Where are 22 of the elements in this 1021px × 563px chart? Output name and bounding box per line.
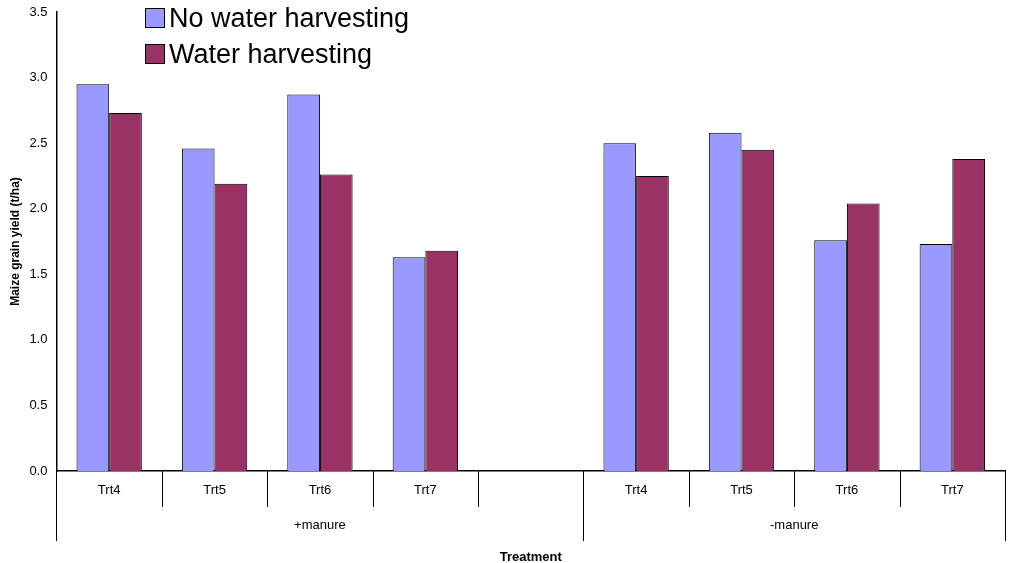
y-tick-label: 1.0: [29, 331, 48, 347]
x-tick-label: Trt5: [203, 481, 226, 497]
x-axis-title: Treatment: [499, 548, 563, 563]
text: +manure: [294, 516, 346, 532]
x-tick-label: Trt4: [97, 481, 121, 497]
x-tick-label: Trt6: [308, 481, 332, 497]
x-tick-label: Trt7: [940, 481, 964, 497]
y-axis-title: Maize grain yield (t/ha): [7, 177, 22, 306]
y-tick-label: 2.5: [29, 134, 48, 150]
y-tick-label: 0.5: [29, 397, 48, 413]
y-tick-label: 3.5: [29, 3, 48, 19]
y-tick-label: 0.0: [29, 462, 48, 478]
x-tick-label: Trt7: [414, 481, 437, 497]
x-tick-label: Trt5: [730, 481, 753, 497]
x-tick-label: Trt4: [624, 481, 648, 497]
text: -manure: [770, 516, 819, 532]
legend-label: Water harvesting: [169, 38, 373, 70]
y-tick-label: 3.0: [29, 69, 48, 85]
x-tick-label: Trt6: [835, 481, 859, 497]
y-tick-label: 2.0: [29, 200, 48, 216]
legend-label: No water harvesting: [169, 2, 410, 34]
y-tick-label: 1.5: [29, 265, 48, 281]
